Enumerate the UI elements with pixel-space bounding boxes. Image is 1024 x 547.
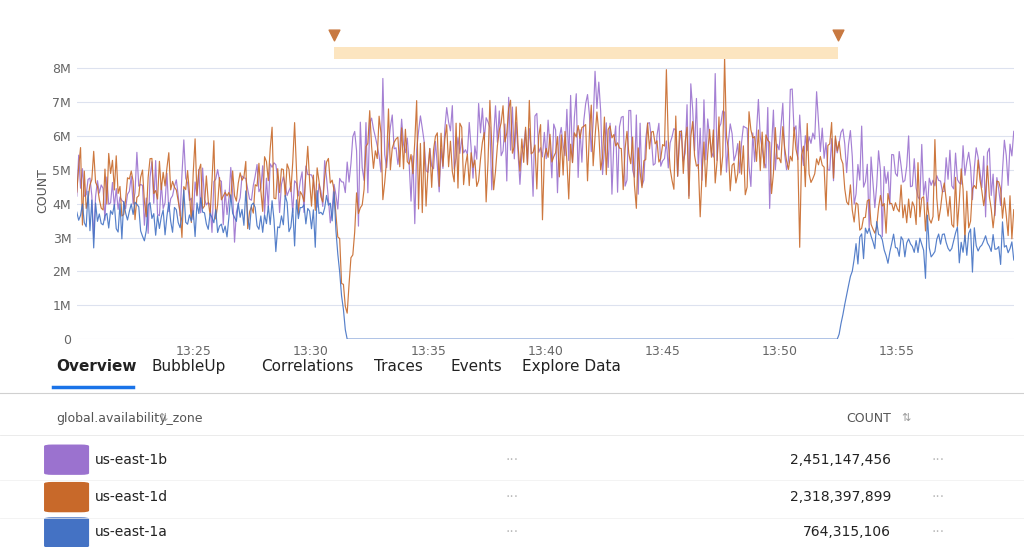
Text: Overview: Overview bbox=[56, 359, 137, 374]
Text: Events: Events bbox=[451, 359, 503, 374]
Text: ···: ··· bbox=[506, 526, 518, 539]
Text: ···: ··· bbox=[506, 453, 518, 467]
Text: BubbleUp: BubbleUp bbox=[152, 359, 226, 374]
Text: ···: ··· bbox=[932, 453, 945, 467]
Text: 2,451,147,456: 2,451,147,456 bbox=[790, 453, 891, 467]
Text: Explore Data: Explore Data bbox=[522, 359, 622, 374]
Text: 2,318,397,899: 2,318,397,899 bbox=[790, 490, 891, 504]
FancyBboxPatch shape bbox=[44, 482, 89, 513]
Text: 764,315,106: 764,315,106 bbox=[803, 526, 891, 539]
Point bbox=[327, 31, 343, 39]
Text: ···: ··· bbox=[932, 526, 945, 539]
Text: ···: ··· bbox=[932, 490, 945, 504]
FancyBboxPatch shape bbox=[44, 445, 89, 475]
Text: Correlations: Correlations bbox=[261, 359, 353, 374]
Text: Traces: Traces bbox=[374, 359, 423, 374]
Text: us-east-1d: us-east-1d bbox=[95, 490, 168, 504]
Bar bbox=[335, 47, 838, 59]
Text: us-east-1a: us-east-1a bbox=[95, 526, 168, 539]
Text: COUNT: COUNT bbox=[846, 412, 891, 424]
Y-axis label: COUNT: COUNT bbox=[37, 167, 50, 213]
Point bbox=[829, 31, 846, 39]
Text: ···: ··· bbox=[506, 490, 518, 504]
Text: ⇅: ⇅ bbox=[159, 413, 168, 423]
FancyBboxPatch shape bbox=[44, 517, 89, 547]
Text: us-east-1b: us-east-1b bbox=[95, 453, 168, 467]
Text: ⇅: ⇅ bbox=[901, 413, 910, 423]
Text: global.availability_zone: global.availability_zone bbox=[56, 412, 203, 424]
